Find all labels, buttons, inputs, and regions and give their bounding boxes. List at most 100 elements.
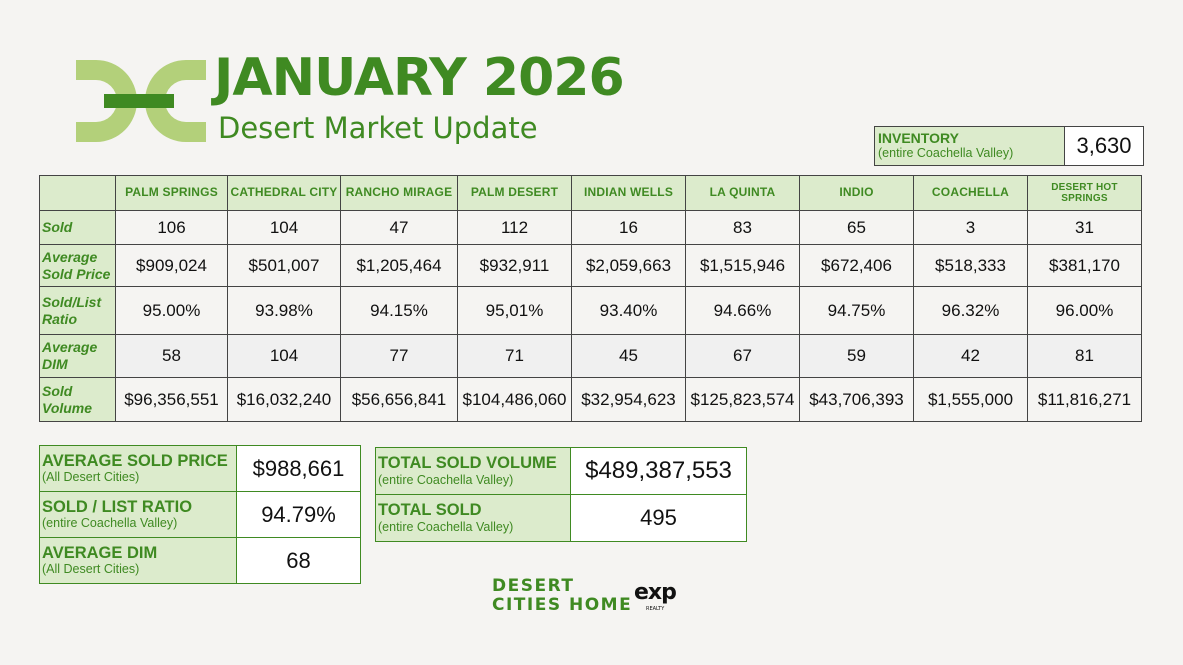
table-cell: 3 [913, 210, 1028, 245]
table-cell: 96.00% [1027, 286, 1142, 335]
table-cell: 112 [457, 210, 572, 245]
table-cell: 93.98% [227, 286, 341, 335]
table-cell: $104,486,060 [457, 377, 572, 422]
table-cell: 83 [685, 210, 800, 245]
svg-text:REALTY: REALTY [646, 606, 665, 612]
table-cell: 106 [115, 210, 228, 245]
summary-sublabel: (entire Coachella Valley) [378, 472, 514, 487]
summary-value: 68 [236, 537, 361, 584]
table-row: Sold Volume $96,356,551 $16,032,240 $56,… [39, 377, 1142, 422]
market-table: PALM SPRINGS CATHEDRAL CITY RANCHO MIRAG… [39, 175, 1142, 422]
page-title: JANUARY 2026 [214, 48, 625, 108]
table-cell: $932,911 [457, 244, 572, 287]
column-header: LA QUINTA [685, 175, 800, 211]
table-cell: 94.66% [685, 286, 800, 335]
table-cell: $381,170 [1027, 244, 1142, 287]
table-cell: 104 [227, 210, 341, 245]
inventory-label: INVENTORY [878, 129, 959, 146]
table-corner-cell [39, 175, 116, 211]
summary-desert-cities: AVERAGE SOLD PRICE (All Desert Cities) $… [39, 445, 361, 584]
summary-value: $988,661 [236, 445, 361, 492]
table-cell: 58 [115, 334, 228, 378]
row-label: Sold Volume [39, 377, 116, 422]
table-row: Sold 106 104 47 112 16 83 65 3 31 [39, 210, 1142, 245]
table-cell: 77 [340, 334, 458, 378]
table-cell: 65 [799, 210, 914, 245]
table-cell: 45 [571, 334, 686, 378]
table-cell: 42 [913, 334, 1028, 378]
row-label: Average DIM [39, 334, 116, 378]
table-cell: $125,823,574 [685, 377, 800, 422]
summary-value: 94.79% [236, 491, 361, 538]
table-cell: 95.00% [115, 286, 228, 335]
brand-line-2: CITIES HOME [492, 594, 633, 615]
table-cell: 67 [685, 334, 800, 378]
table-cell: 94.15% [340, 286, 458, 335]
table-cell: $2,059,663 [571, 244, 686, 287]
table-row: Sold/List Ratio 95.00% 93.98% 94.15% 95,… [39, 286, 1142, 335]
table-cell: $43,706,393 [799, 377, 914, 422]
summary-label-cell: SOLD / LIST RATIO (entire Coachella Vall… [39, 491, 237, 538]
exp-realty-logo-icon: exp REALTY [634, 580, 677, 612]
summary-label: SOLD / LIST RATIO [42, 497, 193, 516]
table-cell: 31 [1027, 210, 1142, 245]
table-cell: $1,205,464 [340, 244, 458, 287]
table-cell: $16,032,240 [227, 377, 341, 422]
summary-label-cell: AVERAGE SOLD PRICE (All Desert Cities) [39, 445, 237, 492]
table-cell: 104 [227, 334, 341, 378]
column-header: DESERT HOT SPRINGS [1027, 175, 1142, 211]
summary-label-cell: TOTAL SOLD (entire Coachella Valley) [375, 494, 571, 542]
table-cell: $56,656,841 [340, 377, 458, 422]
inventory-label-cell: INVENTORY (entire Coachella Valley) [874, 126, 1065, 166]
svg-text:exp: exp [634, 580, 676, 605]
column-header: INDIO [799, 175, 914, 211]
table-cell: $32,954,623 [571, 377, 686, 422]
table-cell: $1,515,946 [685, 244, 800, 287]
table-cell: $909,024 [115, 244, 228, 287]
summary-label: AVERAGE DIM [42, 543, 158, 562]
table-cell: 96.32% [913, 286, 1028, 335]
table-cell: 16 [571, 210, 686, 245]
table-cell: $96,356,551 [115, 377, 228, 422]
table-cell: 93.40% [571, 286, 686, 335]
summary-label: AVERAGE SOLD PRICE [42, 451, 228, 470]
table-row: Average Sold Price $909,024 $501,007 $1,… [39, 244, 1142, 287]
table-cell: 95,01% [457, 286, 572, 335]
table-cell: 81 [1027, 334, 1142, 378]
inventory-box: INVENTORY (entire Coachella Valley) 3,63… [874, 126, 1144, 166]
row-label: Sold [39, 210, 116, 245]
column-header: PALM DESERT [457, 175, 572, 211]
table-row: Average DIM 58 104 77 71 45 67 59 42 81 [39, 334, 1142, 378]
row-label: Sold/List Ratio [39, 286, 116, 335]
summary-coachella-valley: TOTAL SOLD VOLUME (entire Coachella Vall… [375, 447, 747, 542]
summary-label: TOTAL SOLD [378, 501, 482, 520]
summary-label: TOTAL SOLD VOLUME [378, 454, 557, 473]
table-cell: $11,816,271 [1027, 377, 1142, 422]
column-header: COACHELLA [913, 175, 1028, 211]
column-header: INDIAN WELLS [571, 175, 686, 211]
summary-sublabel: (All Desert Cities) [42, 562, 140, 577]
table-cell: 47 [340, 210, 458, 245]
table-cell: $672,406 [799, 244, 914, 287]
table-cell: $501,007 [227, 244, 341, 287]
summary-sublabel: (entire Coachella Valley) [378, 519, 514, 534]
table-cell: 59 [799, 334, 914, 378]
table-cell: 94.75% [799, 286, 914, 335]
table-cell: $1,555,000 [913, 377, 1028, 422]
inventory-sublabel: (entire Coachella Valley) [878, 146, 1014, 161]
column-header: CATHEDRAL CITY [227, 175, 341, 211]
brand-wordmark: DESERT CITIES HOME [492, 577, 632, 614]
summary-label-cell: AVERAGE DIM (All Desert Cities) [39, 537, 237, 584]
table-cell: $518,333 [913, 244, 1028, 287]
inventory-value: 3,630 [1064, 126, 1144, 166]
desert-cities-logo-icon [76, 60, 206, 142]
page-subtitle: Desert Market Update [218, 111, 538, 145]
table-cell: 71 [457, 334, 572, 378]
summary-label-cell: TOTAL SOLD VOLUME (entire Coachella Vall… [375, 447, 571, 495]
row-label: Average Sold Price [39, 244, 116, 287]
brand-line-1: DESERT [492, 576, 575, 596]
summary-value: 495 [570, 494, 747, 542]
summary-value: $489,387,553 [570, 447, 747, 495]
summary-sublabel: (All Desert Cities) [42, 470, 140, 485]
column-header: RANCHO MIRAGE [340, 175, 458, 211]
